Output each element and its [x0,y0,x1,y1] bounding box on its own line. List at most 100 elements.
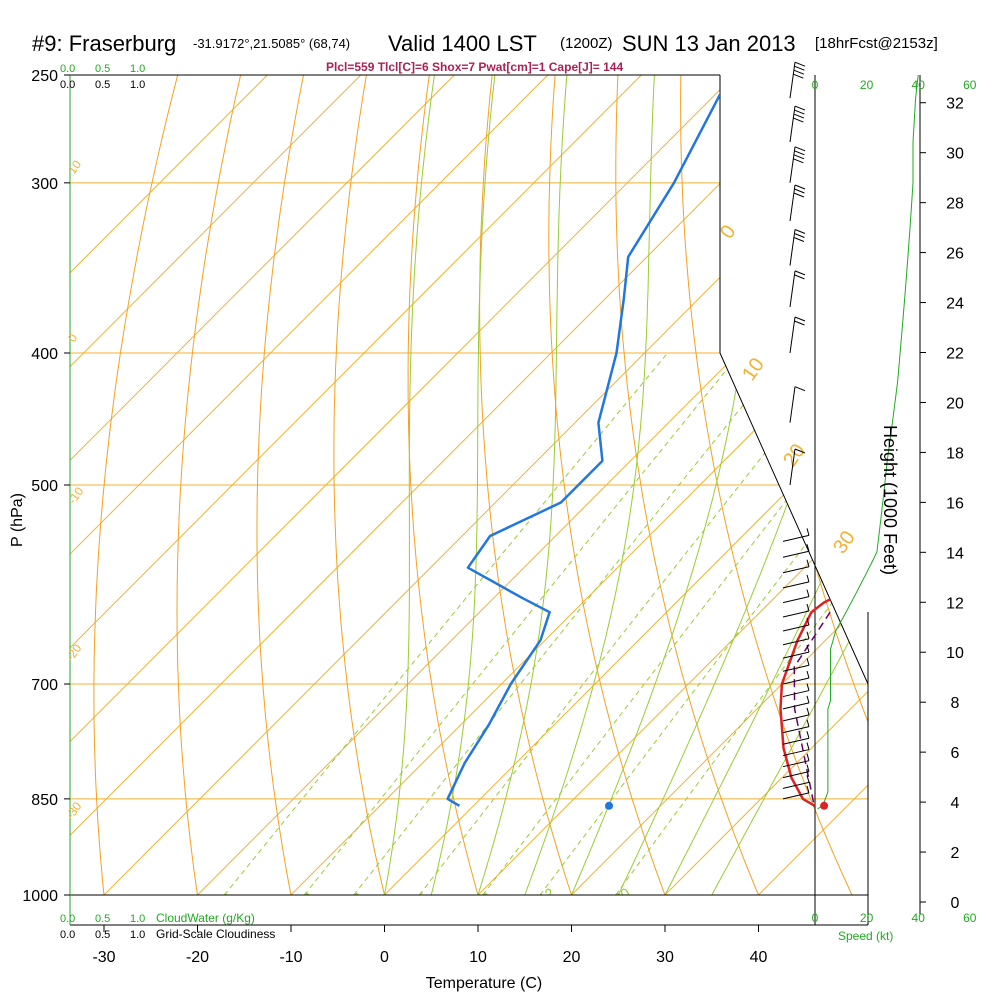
mixing-ratio-label: 1 [220,889,236,907]
dry-adiabat-label: 0 [65,331,80,345]
x-tick-label: -20 [186,949,209,966]
cloud-water-scale-bottom: 1.0 [130,913,145,925]
dry-adiabat-line [407,75,479,895]
height-tick-label: 20 [946,395,964,412]
height-tick-label: 24 [946,296,964,313]
forecast-info: [18hrFcst@2153z] [815,35,938,52]
station-coords: -31.9172°,21.5085° (68,74) [193,36,350,51]
wind-barb [782,544,810,558]
wind-barb [782,731,810,745]
chart-header: #9: Fraserburg -31.9172°,21.5085° (68,74… [32,31,938,74]
mixing-ratio-label: 3 [349,889,365,907]
surface-temperature-dot [820,801,829,810]
wind-barb [782,631,810,646]
mixing-ratio-label: 5 [415,889,431,907]
wind-barb [782,683,810,698]
wind-barb [782,775,810,789]
isotherm-line [197,75,868,895]
moist-adiabat-line [430,75,496,895]
x-tick-label: -10 [279,949,302,966]
x-tick-label: -30 [92,949,115,966]
utc-time: (1200Z) [560,35,613,52]
cloud-water-scale-top: 0.5 [95,63,110,75]
height-tick-label: 18 [946,445,964,462]
wind-barb [782,559,810,574]
isotherm-line [70,75,362,895]
cloudiness-scale-bottom: 0.0 [60,929,75,941]
isotherm-line [290,75,868,895]
wind-barb [782,695,810,710]
dry-adiabat-line [93,75,179,895]
height-tick-label: 32 [946,96,964,113]
cloudiness-scale-top: 0.0 [60,79,75,91]
cloudiness-scale-bottom: 0.5 [95,929,110,941]
isotherm-line [70,75,455,895]
wind-barb [789,270,806,307]
x-tick-label: 10 [469,949,487,966]
x-axis-label: Temperature (C) [426,975,542,992]
dry-adiabat-line [548,75,666,895]
dry-adiabat-line [932,75,1000,895]
dry-adiabat-label: 10 [65,157,84,176]
isotherm-line [70,75,549,895]
cloud-water-scale-bottom: 0.0 [60,913,75,925]
wind-barb [782,764,810,779]
valid-date: SUN 13 Jan 2013 [622,31,796,56]
wind-barb [782,719,810,734]
isotherm-line [70,75,268,895]
cloudiness-scale-top: 0.5 [95,79,110,91]
wind-barb [782,785,810,800]
stability-indices: Plcl=559 Tlcl[C]=6 Shox=7 Pwat[cm]=1 Cap… [326,60,623,74]
height-tick-label: 22 [946,346,964,363]
dry-adiabat-line [479,75,572,895]
mixing-ratio-line [418,352,845,895]
wind-barb [782,658,810,672]
station-title: #9: Fraserburg [32,31,176,56]
parcel-profile [793,611,831,803]
dry-adiabat-label: -10 [65,484,87,507]
dewpoint-profile [446,75,732,807]
moist-adiabat-line [477,75,568,895]
dry-adiabat-label: 30 [829,527,860,558]
height-tick-label: 30 [946,146,964,163]
wind-barbs [782,61,810,800]
height-tick-label: 4 [951,795,960,812]
valid-time: Valid 1400 LST [388,31,537,56]
mixing-ratio-line [615,352,868,895]
wind-barb [782,574,810,589]
wind-speed-line [817,74,919,810]
dry-adiabat-label: -20 [63,641,85,664]
height-axis-label: Height (1000 Feet) [880,425,900,575]
wind-barb [789,146,806,183]
height-tick-label: 14 [946,545,964,562]
height-tick-label: 0 [951,895,960,912]
wind-barb [789,184,806,222]
speed-tick-bottom: 40 [912,911,926,925]
isotherm-line [664,75,868,895]
isotherm-line [70,75,642,895]
wind-barb [782,589,810,604]
dry-adiabat-line [256,75,304,895]
mixing-ratio-label: 2 [300,889,316,907]
moist-adiabat-line [664,75,868,895]
x-tick-label: 30 [656,949,674,966]
wind-barb [782,617,810,632]
x-tick-label: 20 [563,949,581,966]
mixing-ratio-label: 12 [535,884,557,906]
wind-barb [789,229,806,266]
wind-barb [782,528,810,542]
wind-barb [782,644,810,659]
cloudiness-scale-top: 1.0 [130,79,145,91]
speed-tick-top: 60 [963,78,977,92]
wind-barb [789,316,806,354]
cloud-water-scale-top: 0.0 [60,63,75,75]
wind-barb [782,753,810,768]
surface-dewpoint-dot [605,801,614,810]
temperature-profile [779,75,868,807]
speed-axis-label: Speed (kt) [838,929,893,943]
mixing-ratio-line [353,352,786,895]
cloudiness-label: Grid-Scale Cloudiness [156,927,275,941]
height-tick-label: 12 [946,595,964,612]
wind-barb [782,742,810,757]
